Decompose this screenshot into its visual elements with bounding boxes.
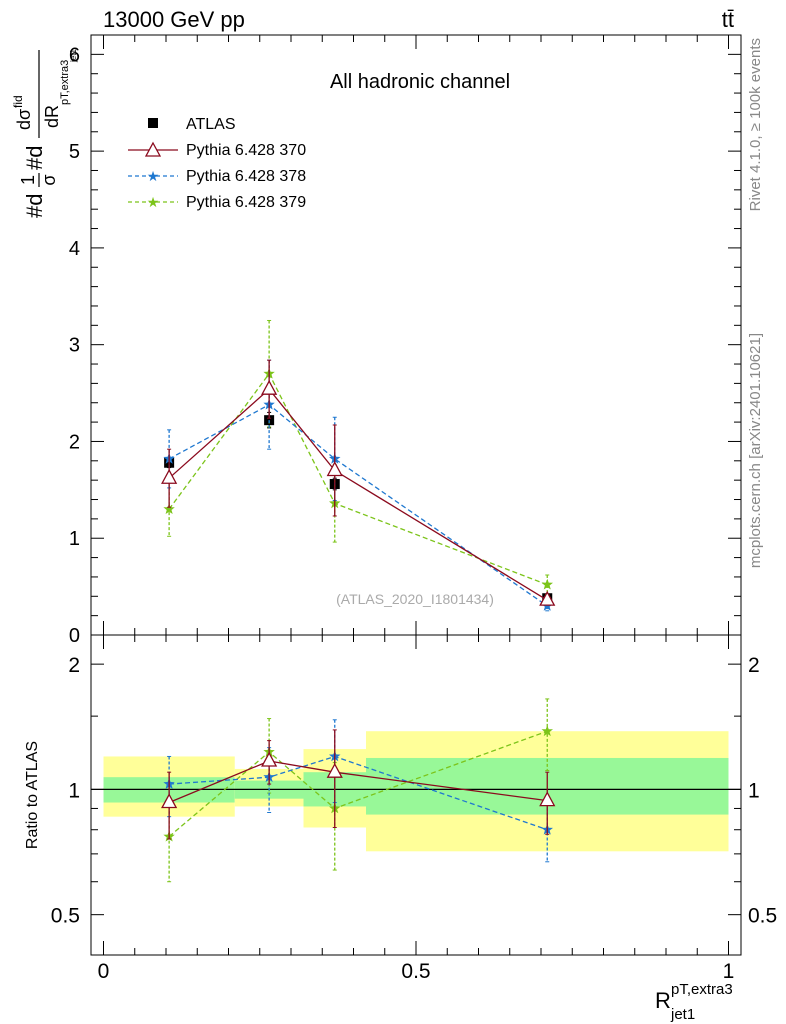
triangle-marker [261, 751, 278, 767]
main-y-axis: 0 1 2 3 4 5 6 [69, 35, 741, 647]
legend-379-marker: ★ [147, 194, 160, 210]
ylabel-den1: σ [39, 174, 59, 185]
ratio-y-tick-label: 1 [68, 779, 80, 802]
ratio-y-tick-label: 2 [68, 654, 80, 677]
series-line [168, 760, 548, 804]
ylabel-hash1: #d [22, 194, 47, 218]
legend-378-marker: ★ [147, 168, 160, 184]
xlabel-main: R [655, 988, 671, 1013]
ylabel-num1: 1 [18, 175, 38, 185]
ratio-axes: 0.5 0.5 1 1 2 2 0 0.5 1 [51, 635, 777, 983]
legend-atlas-label: ATLAS [186, 116, 236, 133]
ratio-y-tick-label-right: 1 [748, 779, 760, 802]
series-line [169, 755, 548, 831]
main-y-tick-label: 2 [69, 431, 80, 453]
energy-label: 13000 GeV pp [103, 7, 245, 32]
ylabel-den2: dR [42, 105, 62, 128]
legend-item-atlas: ATLAS [148, 116, 236, 133]
ylabel-subsub2: jet1 [69, 49, 78, 63]
ratio-series-pythia-6-428-370 [161, 729, 556, 840]
series-line [168, 730, 548, 838]
ratio-y-label: Ratio to ATLAS [24, 741, 41, 849]
rivet-label: Rivet 4.1.0, ≥ 100k events [747, 38, 764, 211]
process-label: tt̄ [722, 7, 734, 32]
xlabel-sub: jet1 [670, 1006, 695, 1023]
x-axis-label: R pT,extra3 jet1 [655, 981, 733, 1023]
main-y-tick-label: 6 [69, 44, 80, 66]
ratio-marks [161, 698, 556, 883]
legend-item-379: ★ Pythia 6.428 379 [128, 194, 306, 211]
triangle-marker [326, 461, 343, 477]
main-y-tick-label: 1 [69, 528, 80, 550]
ratio-y-tick-label-right: 0.5 [748, 905, 777, 928]
series-line [168, 403, 548, 607]
legend: ATLAS Pythia 6.428 370 ★ Pythia 6.428 37… [128, 116, 306, 211]
star-marker [541, 578, 553, 590]
legend-item-378: ★ Pythia 6.428 378 [128, 168, 306, 185]
legend-item-370: Pythia 6.428 370 [128, 141, 306, 159]
series-line [168, 372, 548, 586]
ratio-panel: 0.5 0.5 1 1 2 2 0 0.5 1 Ratio to ATLAS R pT,extr… [24, 634, 777, 1023]
triangle-marker [539, 590, 556, 606]
main-y-label: #d 1 σ #d dσ fid dR pT,extra3 jet1 [11, 49, 78, 218]
triangle-marker [539, 791, 556, 807]
legend-370-marker [144, 141, 162, 157]
main-panel: 0 1 2 3 4 5 6 All hadronic channel (ATLAS_2020… [11, 34, 742, 647]
star-marker [163, 503, 175, 514]
main-series-pythia-6-428-379 [163, 319, 553, 595]
x-tick-label: 0.5 [401, 960, 430, 983]
x-tick-label: 0 [98, 960, 110, 983]
main-y-tick-label: 3 [69, 335, 80, 357]
main-series-pythia-6-428-370 [161, 359, 556, 606]
triangle-marker [261, 379, 278, 395]
main-y-tick-label: 4 [69, 238, 80, 260]
legend-370-label: Pythia 6.428 370 [186, 142, 306, 159]
main-title: All hadronic channel [330, 71, 510, 93]
legend-378-label: Pythia 6.428 378 [186, 168, 306, 185]
main-y-tick-label: 0 [69, 625, 80, 647]
ylabel-sup2: fid [11, 95, 25, 108]
mcplots-label: mcplots.cern.ch [arXiv:2401.10621] [747, 333, 764, 568]
x-tick-label: 1 [723, 960, 735, 983]
series-line [168, 388, 548, 601]
triangle-marker [161, 468, 178, 484]
main-series-atlas [164, 411, 553, 604]
ylabel-hash2: #d [22, 146, 47, 170]
legend-atlas-marker [148, 118, 158, 128]
triangle-marker [326, 762, 343, 778]
ratio-bands [91, 731, 741, 852]
ylabel-sub2: pT,extra3 [59, 60, 71, 105]
ratio-y-tick-label-right: 2 [748, 654, 760, 677]
star-marker [541, 725, 553, 737]
legend-379-label: Pythia 6.428 379 [186, 194, 306, 211]
xlabel-sup: pT,extra3 [671, 981, 733, 998]
main-marks [161, 319, 556, 612]
main-y-tick-label: 5 [69, 141, 80, 163]
triangle-marker [161, 793, 178, 809]
ylabel-num2: dσ [14, 109, 34, 130]
analysis-tag: (ATLAS_2020_I1801434) [336, 591, 494, 607]
ratio-y-tick-label: 0.5 [51, 905, 80, 928]
